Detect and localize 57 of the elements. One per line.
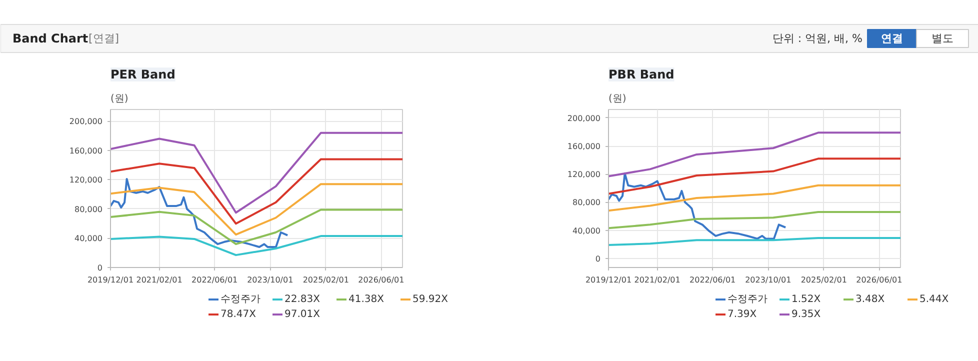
chart-title: PBR Band: [608, 68, 674, 82]
x-tick-label: 2019/12/01: [585, 276, 632, 284]
y-tick-label: 200,000: [69, 117, 103, 126]
line-series: [110, 178, 289, 248]
x-tick-label: 2021/02/01: [136, 276, 182, 284]
line-series: [608, 211, 900, 230]
y-tick-label: 120,000: [69, 176, 103, 185]
legend-label: 3.48X: [856, 294, 885, 305]
legend-label: 41.38X: [348, 294, 384, 305]
legend-label: 9.35X: [792, 309, 821, 320]
legend-label: 수정주가: [220, 294, 260, 305]
text: 연결: [881, 32, 903, 45]
y-tick-label: 160,000: [567, 142, 601, 152]
x-tick-label: 2026/06/01: [358, 276, 404, 284]
legend-label: 5.44X: [920, 294, 949, 305]
text: 단위 : 억원, 배, %: [772, 32, 863, 45]
line-series: [110, 208, 402, 246]
legend-label: 97.01X: [284, 309, 320, 320]
y-tick-label: 80,000: [74, 204, 103, 214]
line-series: [608, 237, 900, 246]
x-tick-label: 2023/10/01: [247, 276, 294, 284]
x-tick-label: 2022/06/01: [690, 276, 736, 284]
y-tick-label: 40,000: [572, 226, 601, 236]
line-series: [110, 132, 402, 214]
line-series: [110, 183, 402, 236]
line-series: [608, 158, 900, 195]
y-tick-label: 40,000: [74, 234, 103, 244]
y-axis-title: (원): [608, 94, 626, 104]
legend-label: 1.52X: [792, 294, 821, 305]
text: 별도: [932, 32, 954, 45]
legend-label: 78.47X: [220, 309, 256, 320]
text: Band Chart: [12, 32, 88, 46]
line-series: [608, 172, 787, 240]
text: [연결]: [88, 32, 120, 45]
legend-label: 수정주가: [728, 294, 768, 305]
legend-label: 59.92X: [412, 294, 448, 305]
y-tick-label: 160,000: [69, 146, 103, 156]
x-tick-label: 2025/02/01: [302, 276, 349, 284]
x-tick-label: 2022/06/01: [192, 276, 238, 284]
y-tick-label: 120,000: [567, 170, 601, 180]
x-tick-label: 2019/12/01: [87, 276, 134, 284]
y-tick-label: 0: [595, 254, 601, 264]
x-tick-label: 2021/02/01: [634, 276, 680, 284]
line-series: [110, 235, 402, 256]
x-tick-label: 2025/02/01: [800, 276, 847, 284]
y-axis-title: (원): [110, 94, 128, 104]
y-tick-label: 0: [97, 264, 103, 272]
chart-title: PER Band: [110, 68, 176, 82]
line-series: [608, 132, 900, 178]
y-tick-label: 80,000: [572, 198, 601, 208]
line-series: [110, 158, 402, 225]
x-tick-label: 2026/06/01: [856, 276, 902, 284]
legend-label: 7.39X: [728, 309, 757, 320]
line-series: [608, 184, 900, 212]
x-tick-label: 2023/10/01: [745, 276, 792, 284]
y-tick-label: 200,000: [567, 114, 601, 123]
legend-label: 22.83X: [284, 294, 320, 305]
